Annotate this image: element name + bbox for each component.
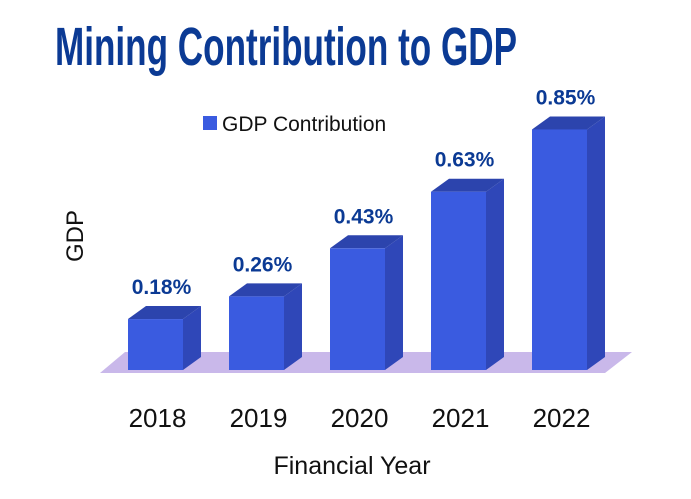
bar-side [587,116,605,370]
chart-title: Mining Contribution to GDP [55,17,517,77]
y-axis-label: GDP [62,210,89,262]
bar-front [229,296,284,370]
bar-2021 [431,178,504,370]
bar-top [128,306,201,320]
data-label: 0.43% [334,205,394,228]
bar-side [385,235,403,370]
bar-2019 [229,283,302,370]
x-tick-label: 2019 [230,403,288,433]
x-tick-label: 2018 [129,403,187,433]
bar-2022 [532,116,605,370]
bar-front [128,319,183,370]
legend-label: GDP Contribution [222,113,386,136]
bar-front [532,129,587,370]
legend-swatch [203,116,217,130]
bar-top [532,116,605,130]
x-axis-label: Financial Year [273,452,430,480]
bar-front [330,248,385,370]
data-label: 0.85% [536,86,596,109]
x-tick-label: 2022 [533,403,591,433]
data-label: 0.26% [233,253,293,276]
bar-side [486,178,504,370]
bar-top [431,178,504,192]
x-tick-label: 2021 [432,403,490,433]
data-label: 0.63% [435,149,495,172]
bar-top [229,283,302,297]
bar-side [284,283,302,370]
x-tick-label: 2020 [331,403,389,433]
data-label: 0.18% [132,276,192,299]
bar-front [431,191,486,370]
bar-top [330,235,403,249]
legend: GDP Contribution [203,113,386,136]
bar-2020 [330,235,403,370]
bar-side [183,306,201,370]
bar-2018 [128,306,201,370]
